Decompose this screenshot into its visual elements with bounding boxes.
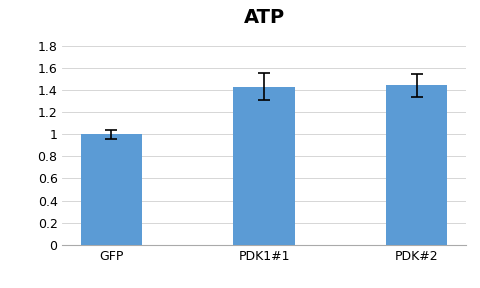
Title: ATP: ATP [243, 8, 285, 27]
Bar [233, 87, 295, 245]
Bar [81, 134, 142, 245]
Bar [386, 86, 447, 245]
